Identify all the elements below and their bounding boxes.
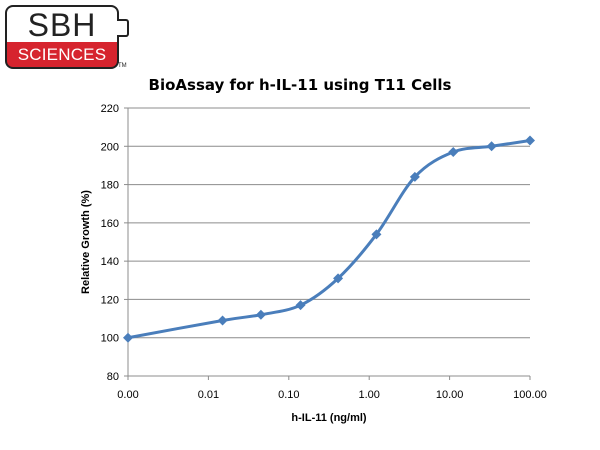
- sbh-sciences-logo: SBH SCIENCES TM: [5, 5, 129, 71]
- logo-top-panel: SBH: [5, 5, 119, 43]
- chart-title: BioAssay for h-IL-11 using T11 Cells: [148, 76, 452, 94]
- logo-trademark: TM: [118, 63, 127, 69]
- x-tick-label: 10.00: [436, 389, 464, 401]
- data-point: [525, 135, 535, 146]
- data-point: [409, 171, 420, 182]
- data-point: [371, 229, 382, 240]
- y-tick-label: 140: [101, 256, 119, 268]
- x-tick-label: 100.00: [513, 389, 547, 401]
- y-tick-label: 80: [107, 371, 119, 383]
- y-tick-label: 100: [101, 333, 119, 345]
- data-point: [448, 147, 459, 158]
- data-point: [255, 309, 266, 320]
- data-point: [295, 300, 306, 311]
- data-point: [123, 332, 133, 343]
- logo-bottom-panel: SCIENCES: [5, 42, 119, 69]
- x-tick-label: 0.10: [278, 389, 299, 401]
- logo-tab: [117, 19, 129, 37]
- data-point: [217, 315, 228, 326]
- data-point: [486, 141, 497, 152]
- x-tick-label: 1.00: [358, 389, 379, 401]
- x-tick-label: 0.01: [198, 389, 219, 401]
- y-tick-label: 180: [101, 180, 119, 192]
- series-line: [127, 139, 531, 340]
- y-tick-label: 160: [101, 218, 119, 230]
- y-tick-label: 200: [101, 141, 119, 153]
- data-point: [333, 273, 344, 284]
- x-tick-label: 0.00: [117, 389, 138, 401]
- y-axis-label: Relative Growth (%): [80, 190, 92, 294]
- y-tick-label: 120: [101, 294, 119, 306]
- x-axis-label: h-IL-11 (ng/ml): [291, 412, 367, 424]
- logo-bottom-text: SCIENCES: [17, 45, 107, 64]
- logo-top-text: SBH: [27, 7, 97, 43]
- y-tick-label: 220: [101, 103, 119, 115]
